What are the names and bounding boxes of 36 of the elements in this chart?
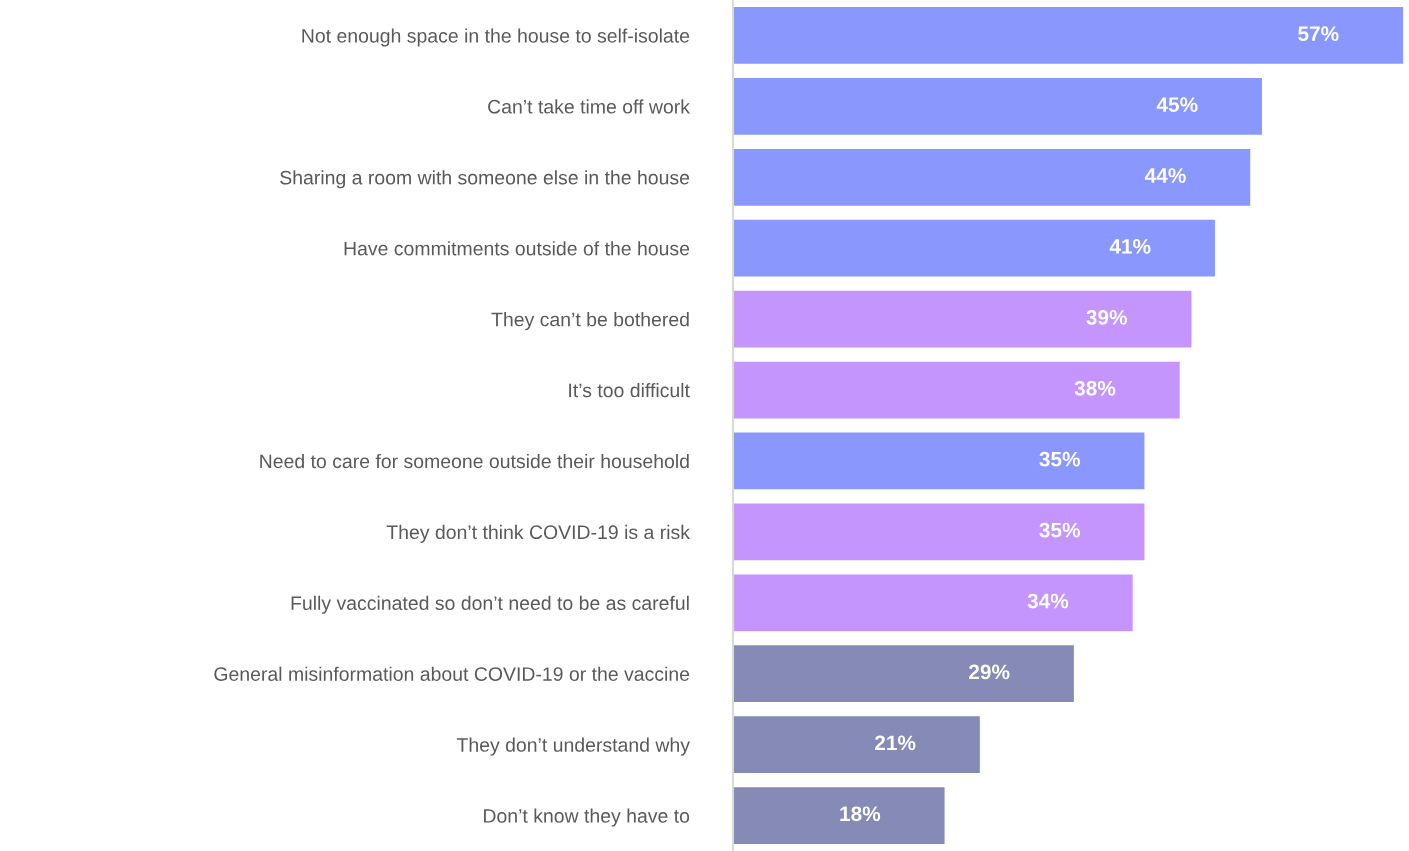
data-label: 35% xyxy=(1039,522,1080,538)
y-tick-label: It’s too difficult xyxy=(569,383,690,398)
bar xyxy=(733,148,1251,206)
data-label: 45% xyxy=(1156,97,1198,112)
bar xyxy=(733,7,1403,64)
bar xyxy=(733,645,1074,703)
data-label: 39% xyxy=(1086,309,1128,325)
bar xyxy=(733,503,1145,561)
bar xyxy=(733,716,980,773)
data-label: 57% xyxy=(1298,26,1339,42)
bar xyxy=(733,574,1133,632)
y-tick-label: Can’t take time off work xyxy=(488,99,690,114)
data-label: 44% xyxy=(1144,168,1186,183)
y-tick-label: Not enough space in the house to self-isolate xyxy=(302,28,690,47)
data-label: 21% xyxy=(875,735,916,751)
y-tick-label: Sharing a room with someone else in the house xyxy=(280,170,690,189)
y-tick-label: They don’t understand why xyxy=(456,737,690,756)
data-label: 41% xyxy=(1109,239,1151,254)
bar xyxy=(733,290,1192,348)
y-tick-label: They don’t think COVID-19 is a risk xyxy=(386,524,690,543)
y-tick-label: Fully vaccinated so don’t need to be as careful xyxy=(291,595,689,614)
bar xyxy=(733,78,1262,135)
data-label: 29% xyxy=(969,664,1010,680)
bar xyxy=(733,219,1215,277)
data-label: 38% xyxy=(1074,380,1116,396)
bar xyxy=(733,361,1180,419)
bar xyxy=(733,787,945,844)
data-label: 18% xyxy=(840,806,881,822)
y-tick-label: They can’t be bothered xyxy=(491,312,689,331)
data-label: 34% xyxy=(1027,593,1069,609)
bar xyxy=(733,432,1145,490)
y-tick-label: Have commitments outside of the house xyxy=(344,241,690,256)
y-tick-label: Don’t know they have to xyxy=(484,808,690,827)
y-tick-label: General misinformation about COVID-19 or the vaccine xyxy=(214,666,690,681)
y-tick-label: Need to care for someone outside their household xyxy=(260,453,689,469)
data-label: 35% xyxy=(1039,451,1080,467)
